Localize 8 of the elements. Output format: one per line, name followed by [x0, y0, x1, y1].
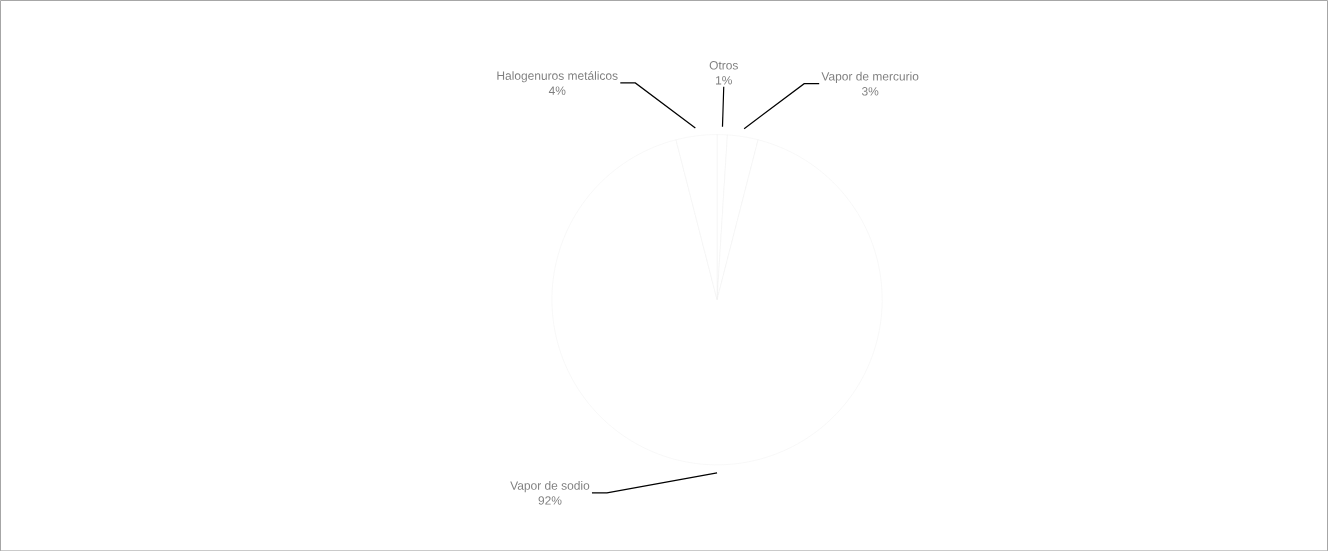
data-label: 4% [548, 86, 566, 95]
data-label: 3% [861, 86, 879, 96]
slice-label: Vapor de mercurio [821, 71, 919, 83]
slice-label: Halogenuros metálicos [497, 70, 618, 83]
slice-label: Otros [709, 60, 738, 70]
data-label: 1% [716, 75, 732, 85]
slice-label: Vapor de sodio [510, 480, 590, 492]
data-label: 92% [538, 496, 562, 505]
